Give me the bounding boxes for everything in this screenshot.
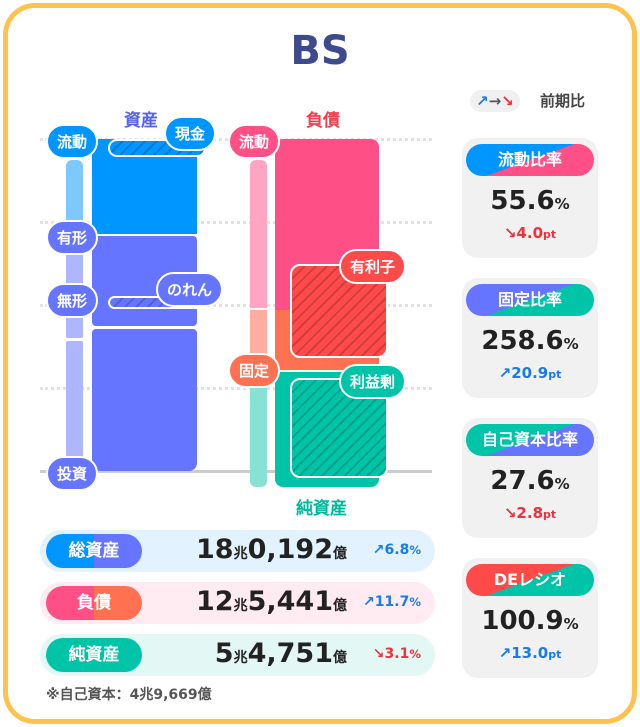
unit: 億 bbox=[333, 650, 347, 666]
down-arrow-icon: ↘ bbox=[501, 92, 514, 110]
unit: % bbox=[409, 647, 421, 661]
value: 258.6 bbox=[481, 326, 564, 356]
flat-arrow-icon: → bbox=[488, 92, 502, 110]
gridline bbox=[40, 221, 432, 224]
change-value: ↘4.0 bbox=[503, 224, 543, 242]
liabilities-heading: 負債 bbox=[306, 111, 340, 131]
label-cash: 現金 bbox=[164, 116, 217, 151]
summary-change: ↘3.1% bbox=[373, 646, 421, 662]
label-interest-bearing: 有利子 bbox=[339, 249, 407, 284]
ratio-change: ↗13.0pt bbox=[462, 644, 598, 662]
change-value: ↗20.9 bbox=[498, 364, 549, 382]
unit: pt bbox=[543, 228, 557, 241]
billion: 4,751 bbox=[247, 638, 333, 669]
ratio-change: ↘2.8pt bbox=[462, 504, 598, 522]
ratio-value: 27.6% bbox=[462, 466, 598, 496]
net-assets-thin-bar bbox=[250, 374, 267, 487]
label-intangible: 無形 bbox=[46, 283, 99, 318]
label-asset-current: 流動 bbox=[46, 124, 99, 159]
summary-row-total-assets: 総資産 18兆0,192億 ↗6.8% bbox=[40, 530, 435, 572]
unit: % bbox=[554, 195, 570, 213]
ratio-change: ↗20.9pt bbox=[462, 364, 598, 382]
equity-note: ※自己資本：4兆9,669億 bbox=[46, 687, 212, 703]
assets-heading: 資産 bbox=[124, 111, 158, 131]
unit: pt bbox=[548, 648, 562, 661]
summary-change: ↗6.8% bbox=[373, 542, 421, 558]
summary-row-net-assets: 純資産 5兆4,751億 ↘3.1% bbox=[40, 634, 435, 676]
ratio-value: 100.9% bbox=[462, 606, 598, 636]
summary-label: 総資産 bbox=[46, 534, 142, 568]
ratio-label: DEレシオ bbox=[466, 564, 594, 596]
unit: 億 bbox=[333, 546, 347, 562]
unit: 億 bbox=[333, 598, 347, 614]
baseline bbox=[40, 470, 432, 473]
legend-arrows: ↗→↘ bbox=[470, 90, 520, 112]
billion: 5,441 bbox=[247, 586, 333, 617]
ratio-card-current: 流動比率 55.6% ↘4.0pt bbox=[462, 138, 598, 258]
summary-change: ↗11.7% bbox=[363, 594, 421, 610]
unit: 兆 bbox=[233, 598, 248, 614]
interest-bearing-hatched-bar bbox=[290, 264, 388, 358]
ratio-label: 流動比率 bbox=[466, 144, 594, 176]
label-liab-current: 流動 bbox=[228, 124, 281, 159]
value: 100.9 bbox=[481, 606, 564, 636]
asset-investment-bar bbox=[92, 329, 197, 471]
summary-label: 負債 bbox=[46, 586, 142, 620]
unit: % bbox=[563, 615, 579, 633]
page-title: BS bbox=[290, 28, 350, 74]
ratio-card-equity: 自己資本比率 27.6% ↘2.8pt bbox=[462, 418, 598, 538]
summary-row-liabilities: 負債 12兆5,441億 ↗11.7% bbox=[40, 582, 435, 624]
label-investment: 投資 bbox=[46, 456, 99, 491]
ratio-label: 固定比率 bbox=[466, 284, 594, 316]
up-arrow-icon: ↗ bbox=[476, 92, 489, 110]
unit: pt bbox=[543, 508, 557, 521]
ratio-card-fixed: 固定比率 258.6% ↗20.9pt bbox=[462, 278, 598, 398]
summary-value: 18兆0,192億 bbox=[196, 534, 347, 565]
liab-current-thin-bar bbox=[250, 160, 267, 308]
label-liab-fixed: 固定 bbox=[228, 353, 281, 388]
net-assets-heading: 純資産 bbox=[296, 499, 347, 519]
trillion: 12 bbox=[196, 586, 234, 617]
summary-value: 12兆5,441億 bbox=[196, 586, 347, 617]
change-value: ↗6.8 bbox=[372, 542, 410, 558]
trillion: 18 bbox=[196, 534, 234, 565]
unit: 兆 bbox=[233, 650, 248, 666]
unit: pt bbox=[548, 368, 562, 381]
ratio-change: ↘4.0pt bbox=[462, 224, 598, 242]
gridline bbox=[40, 304, 432, 307]
change-value: ↗11.7 bbox=[363, 594, 410, 610]
ratio-label: 自己資本比率 bbox=[466, 424, 594, 456]
unit: % bbox=[554, 475, 570, 493]
unit: % bbox=[563, 335, 579, 353]
asset-investment-thin-bar bbox=[66, 341, 83, 463]
label-goodwill: のれん bbox=[156, 272, 224, 307]
unit: % bbox=[409, 595, 421, 609]
ratio-value: 258.6% bbox=[462, 326, 598, 356]
ratio-value: 55.6% bbox=[462, 186, 598, 216]
value: 27.6 bbox=[490, 466, 555, 496]
label-tangible: 有形 bbox=[46, 220, 99, 255]
ratio-card-de: DEレシオ 100.9% ↗13.0pt bbox=[462, 558, 598, 678]
summary-label: 純資産 bbox=[46, 638, 142, 672]
gridline bbox=[40, 387, 432, 390]
trillion: 5 bbox=[214, 638, 234, 669]
unit: % bbox=[409, 543, 421, 557]
legend-label: 前期比 bbox=[540, 92, 586, 110]
change-value: ↗13.0 bbox=[498, 644, 549, 662]
value: 55.6 bbox=[490, 186, 555, 216]
label-retained-earnings: 利益剰 bbox=[339, 364, 407, 399]
summary-value: 5兆4,751億 bbox=[215, 638, 347, 669]
unit: 兆 bbox=[233, 546, 248, 562]
billion: 0,192 bbox=[247, 534, 333, 565]
change-value: ↘2.8 bbox=[503, 504, 543, 522]
change-value: ↘3.1 bbox=[372, 646, 410, 662]
